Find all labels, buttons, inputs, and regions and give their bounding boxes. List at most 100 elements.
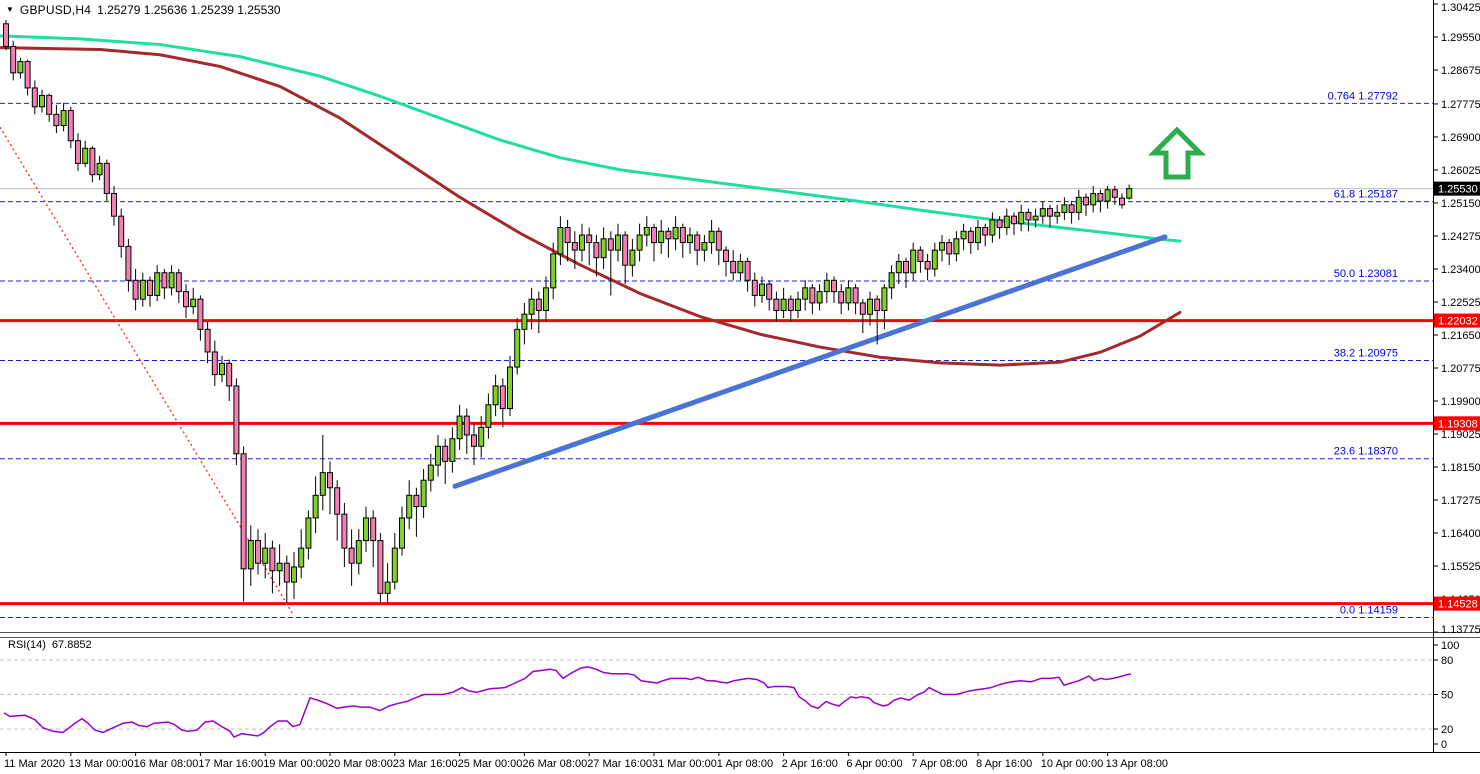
candlestick [586, 234, 593, 244]
candlestick [255, 540, 261, 564]
price-level-badge [1434, 416, 1480, 431]
candlestick [917, 249, 924, 262]
candlestick [694, 234, 701, 251]
candlestick [89, 147, 96, 176]
candlestick [399, 517, 405, 549]
price-tick-label: 1.25150 [1441, 198, 1480, 210]
candlestick [1061, 204, 1068, 213]
candlestick [809, 287, 816, 304]
candlestick [420, 479, 427, 508]
time-tick-label: 13 Apr 08:00 [1106, 758, 1168, 770]
candlestick [975, 226, 981, 244]
time-tick-label: 20 Mar 08:00 [328, 758, 393, 770]
ma-dark-red-line [0, 46, 1182, 367]
candlestick [982, 226, 989, 236]
candlestick [1039, 208, 1046, 217]
fib-level-label: 23.6 1.18370 [1334, 446, 1398, 458]
candlestick [600, 238, 607, 259]
candlestick [1090, 193, 1097, 206]
candlestick [773, 298, 780, 311]
candlestick [492, 385, 499, 406]
price-level-badge-text: 1.14528 [1438, 599, 1478, 611]
candlestick [910, 249, 917, 274]
candlestick [960, 230, 967, 240]
price-tick-label: 1.21650 [1441, 330, 1480, 342]
candlestick [319, 472, 326, 496]
candlestick [226, 362, 233, 387]
candlestick [701, 242, 708, 251]
candlestick [881, 287, 888, 311]
symbol-dropdown-icon[interactable]: ▼ [6, 5, 14, 14]
rsi-tick-label: 0 [1441, 739, 1447, 751]
candlestick [406, 494, 413, 519]
candlestick [298, 547, 305, 568]
candlestick [708, 230, 715, 244]
time-tick-label: 16 Mar 08:00 [134, 758, 199, 770]
ma-green-line [0, 34, 1182, 243]
fib-level-label: 0.764 1.27792 [1328, 90, 1398, 102]
candlestick [1068, 204, 1075, 213]
candlestick [211, 351, 218, 376]
candlestick [111, 193, 117, 217]
candlestick [305, 517, 312, 549]
chart-ohlc-readout: 1.25279 1.25636 1.25239 1.25530 [97, 3, 281, 17]
candlestick [636, 234, 643, 251]
ascending-trendline[interactable] [452, 234, 1168, 489]
rsi-line [3, 666, 1132, 738]
candlestick [283, 562, 290, 583]
chart-title: ▼ GBPUSD,H4 1.25279 1.25636 1.25239 1.25… [6, 3, 281, 17]
candlestick [269, 547, 276, 572]
rsi-tick-label: 50 [1441, 690, 1453, 702]
candlestick [139, 279, 146, 300]
time-tick-label: 6 Apr 00:00 [846, 758, 902, 770]
candlestick [852, 287, 859, 304]
rsi-value: 67.8852 [51, 639, 92, 651]
fib-level-label: 50.0 1.23081 [1334, 268, 1398, 280]
candlestick [607, 238, 614, 251]
candlestick [557, 226, 564, 255]
rsi-name: RSI(14) [8, 639, 46, 651]
up-arrow-marker[interactable] [1147, 126, 1207, 180]
candlestick [593, 242, 600, 259]
candlestick [687, 234, 693, 244]
price-tick-label: 1.23400 [1441, 264, 1480, 276]
candlestick [125, 245, 132, 281]
price-tick-label: 1.19025 [1441, 429, 1480, 441]
candlestick [730, 260, 737, 274]
price-level-badge [1434, 313, 1480, 328]
price-tick-label: 1.13775 [1441, 624, 1480, 636]
candlestick [795, 298, 801, 311]
main-price-pane[interactable] [0, 0, 1433, 632]
candlestick [658, 230, 665, 244]
candlestick [31, 87, 38, 108]
candlestick [370, 517, 377, 542]
price-tick-label: 1.29550 [1441, 32, 1480, 44]
candlestick [276, 562, 283, 572]
candlestick [931, 249, 938, 270]
candlestick [363, 517, 369, 542]
candlestick [1003, 215, 1010, 228]
candlestick [787, 298, 794, 311]
candlestick [197, 298, 204, 330]
candlestick [1018, 211, 1025, 225]
candlestick [154, 272, 161, 296]
candlestick [874, 298, 881, 311]
candlestick [67, 110, 74, 142]
candlestick [1025, 211, 1032, 221]
candlestick [528, 298, 535, 315]
candlestick [427, 464, 434, 481]
candlestick [334, 487, 341, 515]
candlestick [1104, 189, 1111, 202]
candlestick [24, 61, 31, 89]
candlestick [341, 513, 348, 549]
candlestick [355, 540, 362, 564]
candlestick [816, 291, 823, 304]
candlestick [867, 298, 873, 315]
candlestick [233, 385, 240, 455]
price-tick-label: 1.16400 [1441, 528, 1480, 540]
candlestick [204, 328, 211, 353]
price-level-badge [1434, 596, 1480, 611]
time-tick-label: 1 Apr 08:00 [717, 758, 773, 770]
candlestick [132, 279, 139, 300]
